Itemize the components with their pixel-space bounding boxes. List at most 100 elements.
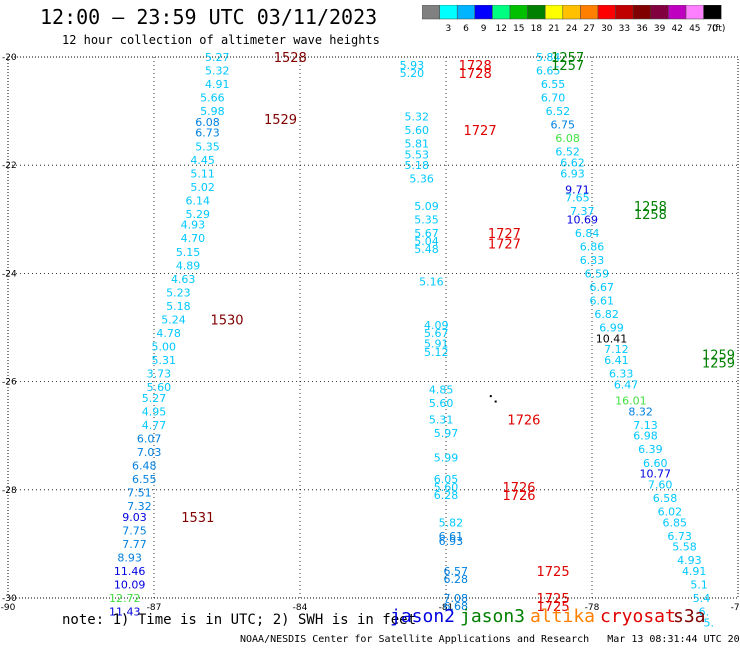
pass-time-label: 1727 bbox=[464, 124, 497, 139]
pass-time-label: 1257 bbox=[551, 59, 584, 74]
wave-height-label: 6.08 bbox=[555, 132, 580, 145]
wave-height-label: 5.18 bbox=[166, 300, 191, 313]
wave-height-label: 10.69 bbox=[567, 213, 599, 226]
pass-time-label: 1529 bbox=[264, 113, 297, 128]
wave-height-label: 6.33 bbox=[609, 367, 634, 380]
wave-height-label: 4.93 bbox=[181, 219, 206, 232]
wave-height-label: 6.60 bbox=[643, 457, 668, 470]
plot-frame bbox=[7, 56, 739, 599]
color-scale-tick-label: 12 bbox=[495, 24, 506, 34]
wave-height-label: 6.07 bbox=[137, 432, 162, 445]
wave-height-label: 6.93 bbox=[439, 535, 464, 548]
color-scale-tick-label: 15 bbox=[513, 24, 524, 34]
wave-height-label: 5.29 bbox=[186, 208, 211, 221]
y-tick-label: -22 bbox=[2, 161, 17, 171]
pass-time-label: 1727 bbox=[488, 238, 521, 253]
wave-height-label: 10.77 bbox=[640, 468, 672, 481]
wave-height-label: 7.03 bbox=[137, 446, 162, 459]
wave-height-label: 5.99 bbox=[434, 451, 459, 464]
wave-height-label: 6.75 bbox=[551, 119, 576, 132]
wave-height-label: 7.60 bbox=[648, 478, 673, 491]
pass-time-label: 1257 bbox=[551, 51, 584, 66]
wave-height-label: 5.60 bbox=[147, 381, 172, 394]
color-scale-tick-label: 70 bbox=[707, 24, 719, 34]
pass-time-label: 1725 bbox=[537, 592, 570, 607]
wave-height-label: 5.60 bbox=[405, 124, 430, 137]
wave-height-label: 4.95 bbox=[142, 405, 167, 418]
wave-height-label: 6.73 bbox=[195, 127, 220, 140]
wave-height-label: 7.32 bbox=[127, 500, 152, 513]
wave-height-label: 7.77 bbox=[122, 538, 147, 551]
wave-height-label: 6.99 bbox=[599, 322, 624, 335]
wave-height-label: 4.93 bbox=[677, 554, 702, 567]
wave-height-label: 6.58 bbox=[653, 492, 678, 505]
color-scale-tick-label: 39 bbox=[654, 24, 666, 34]
wave-height-label: 6.14 bbox=[186, 194, 211, 207]
color-scale-swatch bbox=[703, 5, 722, 20]
wave-height-label: 5.12 bbox=[424, 346, 449, 359]
wave-height-label: 6.59 bbox=[585, 267, 610, 280]
wave-height-label: 6.98 bbox=[633, 430, 658, 443]
x-tick-label: -84 bbox=[293, 603, 308, 613]
wave-height-label: 5.04 bbox=[414, 235, 439, 248]
wave-height-label: 5.32 bbox=[405, 111, 430, 124]
wave-height-label: 8.93 bbox=[117, 551, 142, 564]
pass-time-label: 1259 bbox=[702, 357, 735, 372]
wave-height-label: 5.1 bbox=[690, 578, 708, 591]
wave-height-label: 6.48 bbox=[132, 459, 157, 472]
y-tick-label: -24 bbox=[2, 269, 17, 279]
wave-height-label: 6.55 bbox=[541, 78, 566, 91]
wave-height-label: 11.46 bbox=[114, 565, 146, 578]
wave-height-label: 6.86 bbox=[580, 240, 605, 253]
color-scale-tick-label: 30 bbox=[601, 24, 613, 34]
wave-height-label: 9.71 bbox=[565, 184, 590, 197]
pass-time-label: 1528 bbox=[274, 51, 307, 66]
color-scale-tick-label: 21 bbox=[548, 24, 559, 34]
pass-time-label: 1725 bbox=[537, 565, 570, 580]
data-dot bbox=[494, 400, 497, 403]
wave-height-label: 6.52 bbox=[546, 105, 571, 118]
chart-subtitle: 12 hour collection of altimeter wave hei… bbox=[62, 33, 380, 47]
color-scale-legend: 3 6 9 12 15 18 21 24 27 30 33 36 39 42 45 70(ft) bbox=[422, 5, 726, 34]
wave-height-label: 5.84 bbox=[536, 51, 561, 64]
wave-height-label: 6.39 bbox=[638, 443, 663, 456]
wave-height-label: 6.61 bbox=[439, 530, 464, 543]
wave-height-label: 6.28 bbox=[443, 573, 468, 586]
color-scale-unit: (ft) bbox=[712, 24, 726, 34]
wave-height-label: 4.91 bbox=[682, 565, 707, 578]
wave-height-label: 6.47 bbox=[614, 378, 639, 391]
y-tick-label: -28 bbox=[2, 486, 17, 496]
wave-height-label: 10.41 bbox=[596, 332, 628, 345]
pass-time-label: 1258 bbox=[634, 208, 667, 223]
wave-height-label: 5.67 bbox=[414, 227, 439, 240]
wave-height-label: 5.4 bbox=[693, 592, 711, 605]
wave-height-label: 5.02 bbox=[190, 181, 215, 194]
color-scale-tick-label: 6 bbox=[463, 24, 469, 34]
wave-height-label: 6. bbox=[699, 606, 710, 619]
wave-height-label: 5.35 bbox=[414, 213, 439, 226]
color-scale-tick-label: 3 bbox=[446, 24, 452, 34]
wave-height-label: 7.12 bbox=[604, 343, 629, 356]
wave-height-label: 11.43 bbox=[109, 606, 141, 619]
credit-line: NOAA/NESDIS Center for Satellite Applica… bbox=[240, 634, 740, 645]
wave-height-label: 6.65 bbox=[536, 65, 561, 78]
data-dot bbox=[489, 395, 492, 398]
wave-height-label: 6.08 bbox=[195, 116, 220, 129]
wave-height-label: 6.28 bbox=[434, 489, 459, 502]
wave-height-label: 6.57 bbox=[443, 565, 468, 578]
pass-time-label: 1726 bbox=[502, 489, 535, 504]
wave-height-label: 7.13 bbox=[633, 419, 658, 432]
chart-title: 12:00 – 23:59 UTC 03/11/2023 bbox=[40, 5, 378, 29]
wave-height-label: 5.66 bbox=[200, 92, 225, 105]
wave-height-label: 5.16 bbox=[419, 276, 444, 289]
pass-time-label: 1258 bbox=[634, 200, 667, 215]
wave-height-label: 16.01 bbox=[615, 395, 647, 408]
wave-height-label: 6.05 bbox=[434, 473, 459, 486]
wave-height-label: 6.73 bbox=[667, 530, 692, 543]
wave-height-label: 6.85 bbox=[662, 516, 687, 529]
wave-height-label: 5.32 bbox=[205, 65, 230, 78]
wave-height-label: 6.62 bbox=[560, 156, 585, 169]
wave-height-label: 6.52 bbox=[555, 146, 580, 159]
wave-height-label: 5.24 bbox=[161, 313, 186, 326]
wave-height-label: 6.93 bbox=[560, 167, 585, 180]
